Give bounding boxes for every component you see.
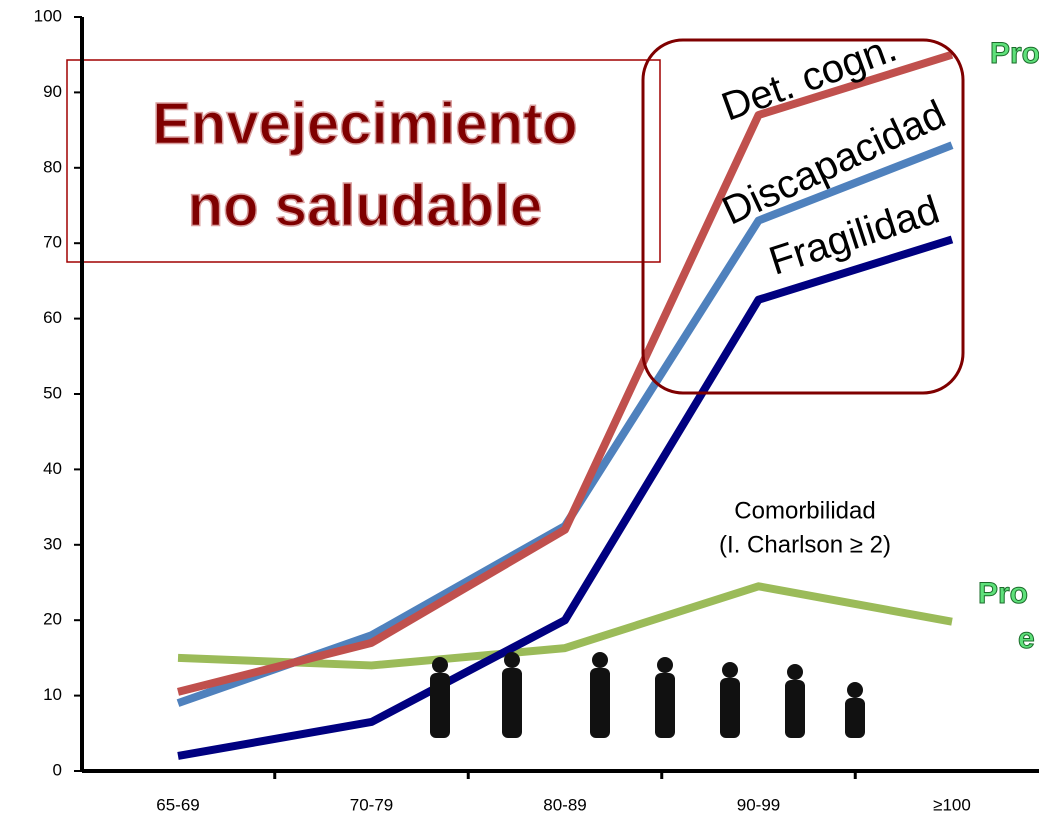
y-tick-label: 10 [43, 685, 62, 704]
silhouette [720, 678, 740, 738]
annotation: Pro [978, 577, 1028, 610]
x-tick-label: 90-99 [737, 795, 780, 814]
silhouette [430, 673, 450, 738]
y-tick-label: 20 [43, 610, 62, 629]
x-tick-label: 80-89 [543, 795, 586, 814]
annotation: (I. Charlson ≥ 2) [719, 531, 891, 558]
silhouette [592, 652, 608, 668]
chart: Envejecimiento no saludable Pro Pro e (I… [0, 0, 1039, 818]
x-tick-label: 70-79 [350, 795, 393, 814]
y-tick-label: 60 [43, 308, 62, 327]
silhouette [657, 657, 673, 673]
y-tick-label: 40 [43, 459, 62, 478]
y-tick-label: 30 [43, 534, 62, 553]
silhouette [847, 682, 863, 698]
silhouette [432, 657, 448, 673]
silhouette [785, 680, 805, 738]
series-line [178, 586, 952, 665]
silhouette [504, 652, 520, 668]
title-line: Envejecimiento [152, 91, 577, 156]
silhouette [845, 698, 865, 738]
y-tick-label: 80 [43, 157, 62, 176]
y-tick-label: 0 [53, 760, 62, 779]
silhouette [590, 668, 610, 738]
silhouette [787, 664, 803, 680]
y-tick-label: 100 [34, 6, 62, 25]
annotation: e [1018, 622, 1035, 655]
series-label: Comorbilidad [734, 497, 875, 524]
y-tick-label: 90 [43, 82, 62, 101]
x-tick-label: ≥100 [933, 795, 971, 814]
silhouette [502, 668, 522, 738]
y-tick-label: 50 [43, 383, 62, 402]
annotation: Pro [990, 37, 1039, 70]
silhouette [655, 673, 675, 738]
silhouette [722, 662, 738, 678]
x-tick-label: 65-69 [156, 795, 199, 814]
title-line: no saludable [188, 173, 543, 238]
y-tick-label: 70 [43, 233, 62, 252]
